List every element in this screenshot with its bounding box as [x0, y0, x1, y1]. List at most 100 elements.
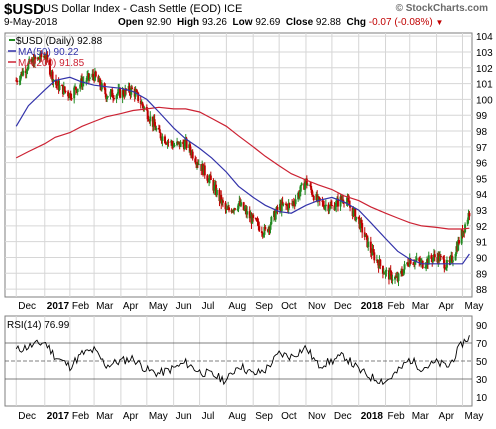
x-tick-label-top: Jul	[202, 301, 215, 312]
quote-values: Open 92.90 High 93.26 Low 92.69 Close 92…	[118, 17, 443, 28]
x-tick-label-top: 2018	[361, 301, 384, 312]
price-bar-body	[58, 85, 61, 91]
price-bar-body	[390, 272, 393, 281]
legend-rsi: RSI(14) 76.99	[7, 320, 70, 331]
price-bar-body	[137, 92, 140, 102]
x-tick-label-top: Jun	[176, 301, 192, 312]
low-label: Low	[232, 17, 253, 28]
price-bar-body	[306, 184, 309, 186]
open-value: 92.90	[146, 17, 172, 28]
price-bar-body	[122, 90, 125, 95]
x-tick-label-top: May	[149, 301, 168, 312]
price-bar-body	[111, 89, 114, 98]
price-bar-body	[142, 105, 145, 109]
price-bar-body	[394, 276, 397, 278]
price-bar-body	[149, 116, 152, 122]
x-tick-label-bottom: 2017	[47, 411, 70, 422]
price-bar-body	[421, 260, 424, 269]
price-bar-body	[33, 56, 36, 67]
open-label: Open	[118, 17, 144, 28]
x-tick-label-top: May	[464, 301, 483, 312]
price-bar-body	[106, 96, 109, 98]
price-bar-body	[234, 208, 237, 210]
price-bar-body	[329, 204, 332, 209]
x-tick-label-bottom: Nov	[308, 411, 326, 422]
price-y-tick-label: 97	[476, 143, 488, 154]
x-tick-label-bottom: Mar	[96, 411, 114, 422]
price-bar-body	[276, 206, 279, 210]
price-bar-body	[321, 200, 324, 202]
price-bar-body	[194, 158, 197, 163]
price-y-tick-label: 102	[476, 64, 493, 75]
price-bar-body	[347, 198, 350, 201]
price-bar-body	[167, 141, 170, 143]
price-bar-body	[73, 87, 76, 99]
price-bar-body	[360, 220, 363, 224]
price-bar-body	[323, 206, 326, 209]
price-bar-body	[38, 59, 41, 61]
price-bar-body	[37, 57, 40, 60]
price-bar-body	[340, 196, 343, 200]
price-bar-body	[197, 164, 200, 166]
price-bar-body	[242, 202, 245, 211]
price-y-tick-label: 90	[476, 253, 488, 264]
close-value: 92.88	[315, 17, 341, 28]
x-tick-label-top: Mar	[412, 301, 430, 312]
price-bar-body	[183, 141, 186, 150]
price-y-tick-label: 92	[476, 222, 488, 233]
price-bar-body	[112, 97, 115, 99]
rsi-line	[15, 335, 470, 386]
price-bar-body	[305, 178, 308, 186]
price-bar-body	[311, 189, 314, 195]
price-bar-body	[116, 93, 119, 96]
price-bar-body	[74, 86, 77, 90]
price-bar-body	[159, 132, 162, 139]
price-bar-body	[288, 203, 291, 205]
price-bar-body	[51, 71, 54, 82]
price-bar-body	[81, 81, 84, 87]
x-tick-label-top: Dec	[18, 301, 36, 312]
price-bar-body	[304, 183, 307, 190]
price-bar-body	[67, 91, 70, 97]
x-tick-label-top: Aug	[228, 301, 246, 312]
chg-value: -0.07 (-0.08%)	[368, 17, 433, 28]
price-bar-body	[460, 229, 463, 244]
close-label: Close	[285, 17, 314, 28]
price-bar-body	[409, 258, 412, 264]
rsi-y-tick-label: 90	[476, 321, 488, 332]
price-y-tick-label: 99	[476, 111, 488, 122]
price-bar-body	[173, 145, 176, 147]
price-bar-body	[317, 196, 320, 201]
price-bar-body	[299, 185, 302, 192]
price-bar-body	[467, 212, 470, 220]
price-bar-body	[46, 54, 49, 60]
price-bar-body	[339, 196, 342, 207]
price-bar-body	[312, 196, 315, 201]
price-bar-body	[154, 125, 157, 130]
legend-price: $USD (Daily) 92.88	[16, 36, 103, 47]
price-bar-body	[136, 91, 139, 93]
rsi-panel-frame	[4, 315, 473, 407]
price-bar-body	[439, 255, 442, 262]
price-bar-body	[466, 219, 469, 225]
price-bar-body	[391, 279, 394, 281]
price-bar-body	[161, 136, 164, 142]
ma50-line	[15, 76, 470, 265]
price-bar-body	[462, 230, 465, 237]
price-bar-body	[252, 214, 255, 218]
price-y-tick-label: 88	[476, 285, 488, 296]
price-bar-body	[269, 224, 272, 230]
price-bar-body	[274, 212, 277, 220]
price-bar-body	[64, 90, 67, 92]
price-bar-body	[226, 208, 229, 210]
price-bar-body	[240, 202, 243, 206]
price-bar-body	[261, 233, 264, 236]
price-bar-body	[85, 80, 88, 82]
price-bar-body	[141, 102, 144, 106]
price-bar-body	[324, 204, 327, 207]
price-bar-body	[419, 261, 422, 264]
price-bar-body	[112, 98, 115, 100]
price-bar-body	[131, 87, 134, 89]
price-bar-body	[49, 74, 52, 76]
